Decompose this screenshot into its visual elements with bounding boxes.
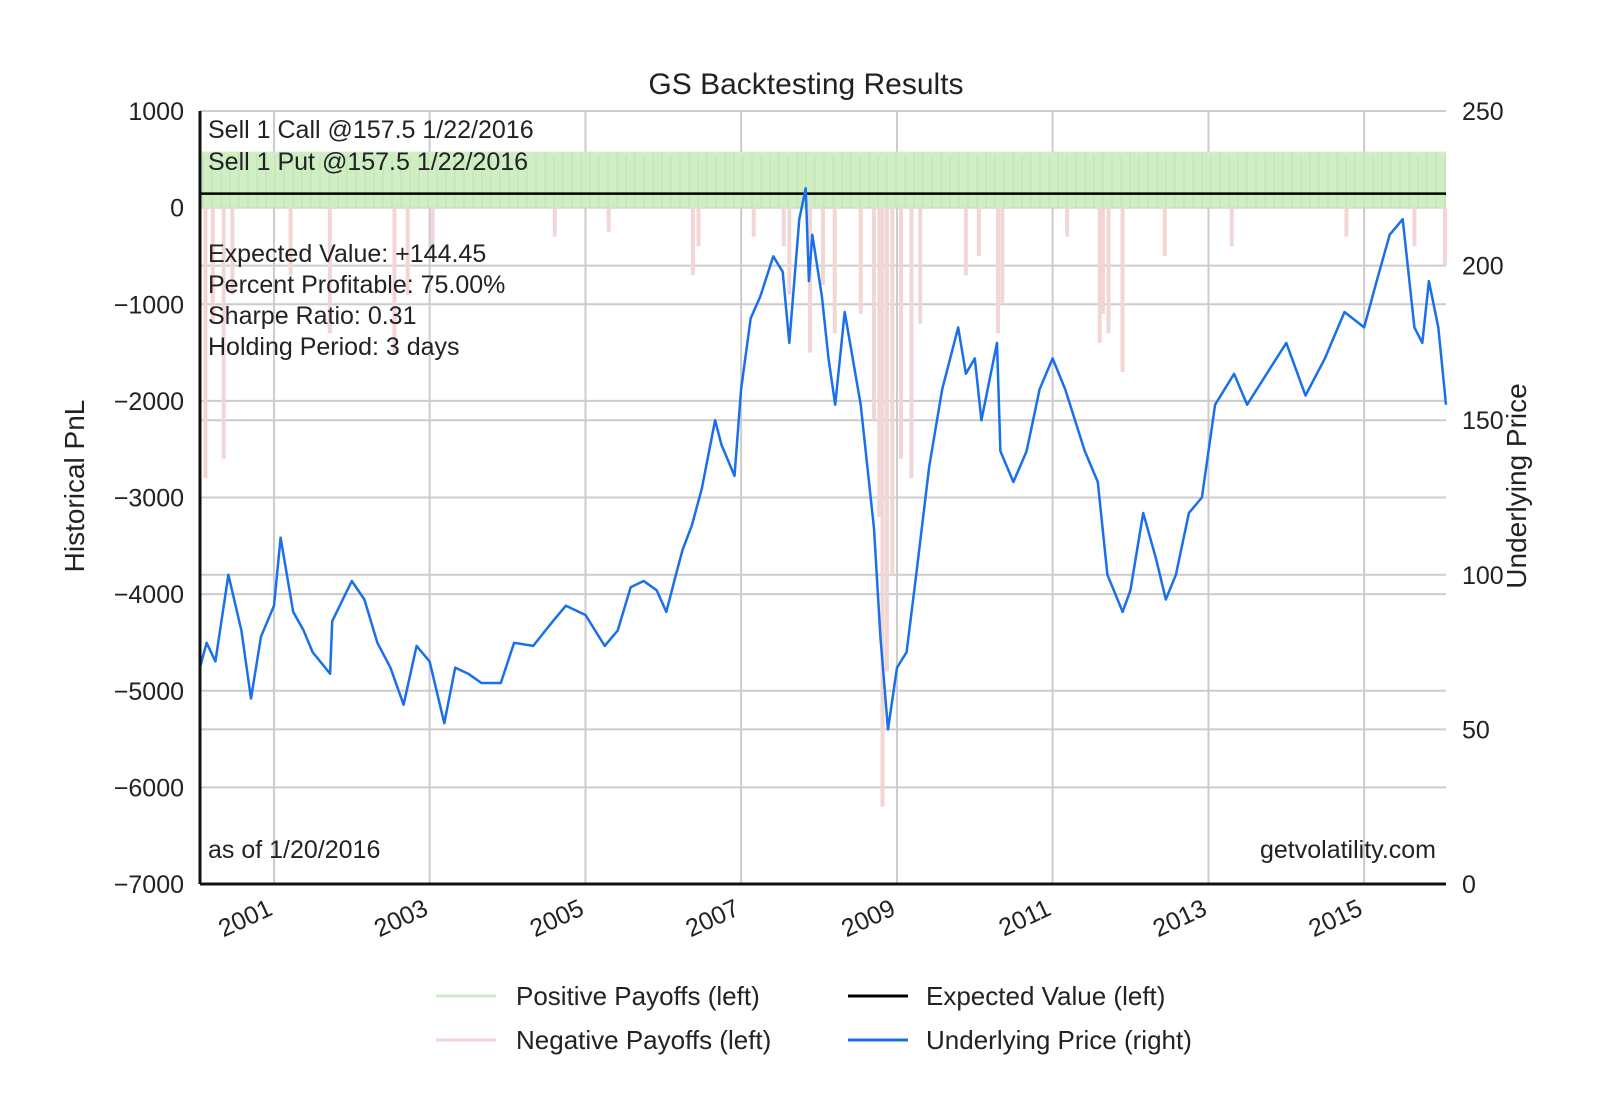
x-tick-label: 2001 xyxy=(214,894,276,943)
negative-payoff-bar xyxy=(832,207,837,334)
source-watermark: getvolatility.com xyxy=(1260,836,1436,864)
negative-payoff-bar xyxy=(1120,207,1125,372)
negative-payoff-bar xyxy=(1162,207,1167,256)
negative-payoff-bar xyxy=(996,207,1001,334)
negative-payoff-bar xyxy=(203,207,208,479)
negative-payoff-bar xyxy=(327,207,332,334)
legend-label-negative: Negative Payoffs (left) xyxy=(516,1025,771,1055)
y-tick-label: −3000 xyxy=(114,485,184,513)
y-tick-label: −7000 xyxy=(114,871,184,899)
negative-payoff-bar xyxy=(606,207,611,232)
y2-axis-title: Underlying Price xyxy=(1501,383,1532,588)
underlying-price-line xyxy=(198,187,1448,731)
y-tick-label: 1000 xyxy=(128,98,184,126)
y2-tick-label: 250 xyxy=(1462,98,1504,126)
negative-payoff-bar xyxy=(1344,207,1349,237)
y-tick-label: −4000 xyxy=(114,581,184,609)
negative-payoff-bar xyxy=(288,207,293,276)
negative-payoff-bar xyxy=(696,207,701,247)
negative-payoff-bar xyxy=(858,207,863,314)
chart-title: GS Backtesting Results xyxy=(648,68,963,101)
trade-line-1: Sell 1 Call @157.5 1/22/2016 xyxy=(208,116,534,144)
x-tick-label: 2007 xyxy=(681,894,743,943)
x-tick-label: 2011 xyxy=(995,894,1056,942)
negative-payoff-bar xyxy=(552,207,557,237)
y-tick-label: −5000 xyxy=(114,678,184,706)
negative-payoff-bar xyxy=(1097,207,1102,343)
negative-payoff-bar xyxy=(781,207,786,247)
y-tick-label: −6000 xyxy=(114,774,184,802)
trade-line-2: Sell 1 Put @157.5 1/22/2016 xyxy=(208,148,528,176)
negative-payoff-bar xyxy=(1229,207,1234,247)
y2-tick-label: 50 xyxy=(1462,716,1490,744)
y-tick-label: −1000 xyxy=(114,291,184,319)
negative-payoff-bar xyxy=(821,207,825,285)
payoff-bars-layer xyxy=(200,151,1447,807)
negative-payoff-bar xyxy=(430,207,435,247)
negative-payoff-bar xyxy=(871,207,876,421)
negative-payoff-bar xyxy=(880,207,885,807)
negative-payoff-bar xyxy=(405,207,410,295)
negative-payoff-bar xyxy=(909,207,914,479)
x-tick-label: 2003 xyxy=(370,894,432,943)
negative-payoff-bar xyxy=(1100,207,1105,314)
y2-tick-label: 200 xyxy=(1462,253,1504,281)
negative-payoff-bar xyxy=(1412,207,1417,247)
negative-payoff-bar xyxy=(221,207,226,459)
negative-payoff-bar xyxy=(899,207,904,459)
y2-tick-label: 150 xyxy=(1462,407,1504,435)
y2-tick-label: 0 xyxy=(1462,871,1476,899)
negative-payoff-bar xyxy=(890,207,895,575)
negative-payoff-bar xyxy=(1442,207,1447,266)
legend-label-positive: Positive Payoffs (left) xyxy=(516,981,760,1011)
negative-payoff-bar xyxy=(210,207,215,324)
negative-payoff-bar xyxy=(751,207,756,237)
y2-tick-label: 100 xyxy=(1462,562,1504,590)
as-of-date: as of 1/20/2016 xyxy=(208,836,380,864)
y-tick-label: 0 xyxy=(170,195,184,223)
legend-label-price: Underlying Price (right) xyxy=(926,1025,1192,1055)
x-tick-label: 2013 xyxy=(1149,894,1211,943)
x-tick-label: 2009 xyxy=(837,894,899,943)
x-tick-label: 2005 xyxy=(526,894,588,943)
stat-sharpe-ratio: Sharpe Ratio: 0.31 xyxy=(208,302,416,330)
negative-payoff-bar xyxy=(1000,207,1005,305)
stat-percent-profitable: Percent Profitable: 75.00% xyxy=(208,271,505,299)
stat-expected-value: Expected Value: +144.45 xyxy=(208,240,486,268)
negative-payoff-bar xyxy=(392,207,397,353)
lines-layer xyxy=(198,187,1448,731)
negative-payoff-bar xyxy=(963,207,968,276)
negative-payoff-bar xyxy=(787,207,792,295)
legend-label-expected: Expected Value (left) xyxy=(926,981,1165,1011)
stat-holding-period: Holding Period: 3 days xyxy=(208,333,460,361)
negative-payoff-bar xyxy=(1106,207,1111,334)
x-tick-label: 2015 xyxy=(1304,894,1366,943)
negative-payoff-bar xyxy=(918,207,923,324)
negative-payoff-bar xyxy=(877,207,882,517)
negative-payoff-bar xyxy=(230,207,235,295)
y-axis-title: Historical PnL xyxy=(59,400,90,573)
y-tick-label: −2000 xyxy=(114,388,184,416)
axes-layer: 10000−1000−2000−3000−4000−5000−6000−7000… xyxy=(114,98,1504,943)
negative-payoff-bar xyxy=(976,207,981,256)
negative-payoff-bar xyxy=(884,207,889,672)
legend: Positive Payoffs (left) Negative Payoffs… xyxy=(436,981,1192,1055)
negative-payoff-bar xyxy=(1065,207,1070,237)
negative-payoff-bar xyxy=(690,207,695,276)
